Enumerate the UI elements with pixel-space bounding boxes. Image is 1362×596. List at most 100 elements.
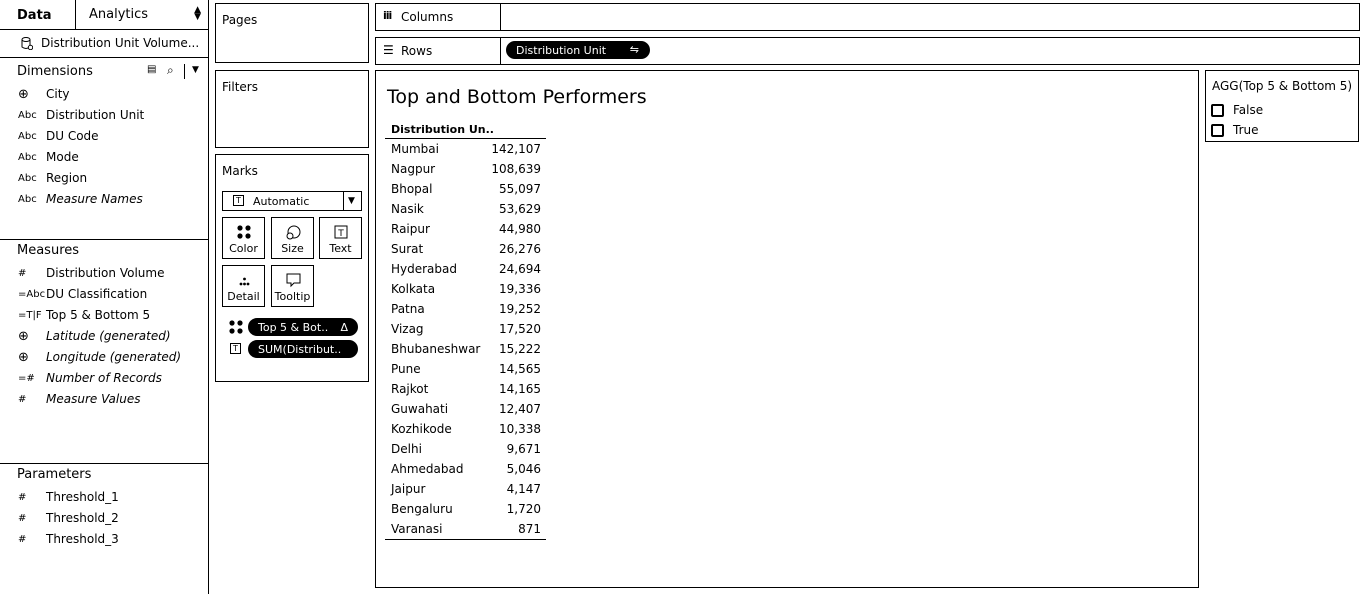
table-cell-city: Kozhikode [391,422,452,436]
table-row[interactable]: Bhopal 55,097 [385,179,546,199]
table-row[interactable]: Surat 26,276 [385,239,546,259]
shelf-divider [500,4,501,30]
table-row[interactable]: Bhubaneshwar 15,222 [385,339,546,359]
marks-size-label: Size [281,242,304,255]
legend-swatch [1211,124,1224,137]
table-cell-city: Guwahati [391,402,449,416]
datasource-item[interactable]: Distribution Unit Volume... [0,30,209,58]
marks-size-button[interactable]: Size [271,217,314,259]
marks-title: Marks [222,164,258,178]
calc-hash-icon: =# [18,373,35,384]
select-divider [343,192,344,210]
filters-shelf[interactable]: Filters [215,70,369,148]
pages-shelf[interactable]: Pages [215,3,369,63]
tab-data[interactable]: Data [0,0,76,30]
marks-color-pill[interactable]: Top 5 & Bot.. Δ [248,318,358,336]
search-icon[interactable]: ⌕ [167,63,174,77]
marks-text-label: Text [329,242,352,255]
table-row[interactable]: Mumbai 142,107 [385,139,546,159]
hash-icon: # [18,513,27,524]
hash-icon: # [18,394,27,405]
text-mark-icon: T [230,343,241,354]
viz-title: Top and Bottom Performers [387,86,647,108]
table-row[interactable]: Hyderabad 24,694 [385,259,546,279]
table-row[interactable]: Jaipur 4,147 [385,479,546,499]
data-table: Distribution Un.. Mumbai 142,107 Nagpur 108… [385,123,546,540]
rows-shelf[interactable]: ☰ Rows Distribution Unit ⇋ [375,37,1360,65]
view-list-icon[interactable]: ▤ [147,64,157,75]
measure-field-label: Number of Records [46,371,162,385]
marks-tooltip-button[interactable]: Tooltip [271,265,314,307]
table-row[interactable]: Nasik 53,629 [385,199,546,219]
abc-icon: Abc [18,110,37,121]
table-row[interactable]: Varanasi 871 [385,519,546,539]
columns-label: Columns [401,10,454,24]
table-column-header[interactable]: Distribution Un.. [385,123,546,139]
up-down-arrows-icon: ▲ ▼ [194,5,201,22]
color-dots-icon [237,225,251,239]
rows-pill-label: Distribution Unit [516,44,607,57]
marks-text-button[interactable]: T Text [319,217,362,259]
dimension-field-label: Region [46,171,88,185]
marks-tooltip-label: Tooltip [274,290,311,303]
table-row[interactable]: Vizag 17,520 [385,319,546,339]
calc-tf-icon: =T|F [18,310,42,321]
marks-text-pill[interactable]: SUM(Distribut.. [248,340,358,358]
data-pane-tabs: Data Analytics ▲ ▼ [0,0,209,30]
measure-field-label: Top 5 & Bottom 5 [46,308,151,322]
table-cell-value: 108,639 [491,162,541,176]
table-cell-value: 14,165 [499,382,541,396]
divider [0,463,208,464]
table-cell-value: 142,107 [491,142,541,156]
table-row[interactable]: Kozhikode 10,338 [385,419,546,439]
toolbar-divider [184,64,185,79]
pages-title: Pages [222,13,258,27]
legend-title: AGG(Top 5 & Bottom 5) [1212,79,1353,93]
chevron-down-icon[interactable]: ▼ [192,65,199,75]
tab-analytics-label: Analytics [89,7,149,22]
table-cell-city: Kolkata [391,282,436,296]
dimensions-toolbar: ▤ ⌕ ▼ [147,63,207,80]
text-icon: T [334,225,348,239]
svg-text:T: T [337,229,344,239]
rows-icon: ☰ [383,43,394,57]
globe-icon: ⊕ [18,350,29,365]
table-row[interactable]: Raipur 44,980 [385,219,546,239]
table-cell-city: Pune [391,362,421,376]
measure-field-label: Latitude (generated) [46,329,171,343]
hash-icon: # [18,492,27,503]
table-cell-city: Jaipur [391,482,426,496]
table-row[interactable]: Guwahati 12,407 [385,399,546,419]
table-row[interactable]: Delhi 9,671 [385,439,546,459]
table-cell-city: Varanasi [391,522,443,536]
measures-title: Measures [17,243,80,258]
marks-detail-button[interactable]: Detail [222,265,265,307]
columns-shelf[interactable]: iii Columns [375,3,1360,31]
filters-title: Filters [222,80,258,94]
shelf-divider [500,38,501,64]
table-row[interactable]: Bengaluru 1,720 [385,499,546,519]
marks-color-button[interactable]: Color [222,217,265,259]
table-row[interactable]: Patna 19,252 [385,299,546,319]
tab-analytics[interactable]: Analytics ▲ ▼ [77,0,209,30]
dimension-field-label: Measure Names [46,192,143,206]
table-row[interactable]: Ahmedabad 5,046 [385,459,546,479]
table-cell-city: Rajkot [391,382,429,396]
dimensions-title: Dimensions [17,64,93,79]
measure-field-label: Distribution Volume [46,266,165,280]
table-row[interactable]: Kolkata 19,336 [385,279,546,299]
table-row[interactable]: Rajkot 14,165 [385,379,546,399]
mark-type-select[interactable]: T Automatic ▼ [222,191,362,211]
size-icon [286,225,301,240]
parameters-title: Parameters [17,467,92,482]
dimension-field-label: DU Code [46,129,99,143]
rows-pill-distribution-unit[interactable]: Distribution Unit ⇋ [506,41,650,59]
table-cell-value: 17,520 [499,322,541,336]
table-cell-city: Bhopal [391,182,433,196]
hash-icon: # [18,534,27,545]
dimension-field-label: City [46,87,70,101]
table-row[interactable]: Pune 14,565 [385,359,546,379]
table-row[interactable]: Nagpur 108,639 [385,159,546,179]
table-cell-value: 55,097 [499,182,541,196]
table-cell-city: Nasik [391,202,424,216]
